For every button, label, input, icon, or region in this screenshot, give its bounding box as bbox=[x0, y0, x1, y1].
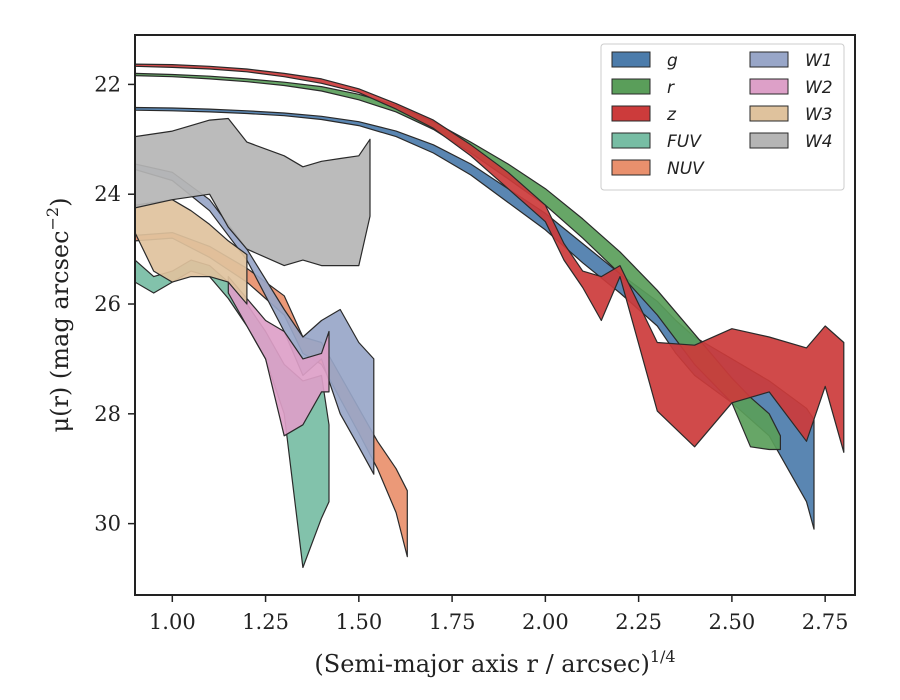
legend-swatch-z bbox=[611, 105, 651, 122]
legend-swatch-fuv bbox=[611, 132, 651, 149]
x-axis-label: (Semi-major axis r / arcsec)1/4 bbox=[314, 647, 675, 678]
y-tick-label: 26 bbox=[94, 292, 121, 316]
x-tick-label: 2.00 bbox=[522, 610, 569, 634]
y-tick-label: 28 bbox=[94, 402, 121, 426]
legend-label-w3: W3 bbox=[805, 105, 833, 125]
legend-swatch-w3 bbox=[749, 105, 789, 122]
legend-swatch-w4 bbox=[749, 132, 789, 149]
y-tick-label: 30 bbox=[94, 512, 121, 536]
x-tick-label: 1.75 bbox=[429, 610, 476, 634]
legend-label-w2: W2 bbox=[805, 78, 833, 98]
legend-swatch-w1 bbox=[749, 51, 789, 68]
x-tick-label: 1.50 bbox=[335, 610, 382, 634]
y-axis-label-tail: ) bbox=[46, 198, 74, 207]
legend-label-z: z bbox=[666, 105, 677, 125]
y-axis-label-superscript: −2 bbox=[43, 207, 62, 231]
x-tick-label: 1.00 bbox=[149, 610, 196, 634]
x-axis-label-superscript: 1/4 bbox=[650, 647, 676, 666]
band-layer bbox=[135, 63, 845, 569]
legend-swatch-g bbox=[611, 51, 651, 68]
legend-label-nuv: NUV bbox=[667, 159, 705, 179]
band-w4 bbox=[135, 117, 371, 267]
legend: grz FUV NUV W1 W2 W3 W4 bbox=[600, 43, 845, 191]
y-axis-label: μ(r) (mag arcsec−2) bbox=[43, 198, 74, 433]
legend-label-w4: W4 bbox=[805, 132, 833, 152]
y-tick-label: 22 bbox=[94, 72, 121, 96]
legend-swatch-w2 bbox=[749, 78, 789, 95]
band-w2 bbox=[227, 276, 330, 437]
x-tick-label: 2.25 bbox=[615, 610, 662, 634]
legend-swatch-r bbox=[611, 78, 651, 95]
x-tick-label: 2.75 bbox=[802, 610, 849, 634]
legend-swatch-nuv bbox=[611, 159, 651, 176]
band-z bbox=[135, 63, 845, 453]
legend-label-fuv: FUV bbox=[667, 132, 702, 152]
x-tick-label: 1.25 bbox=[242, 610, 289, 634]
tick-layer: 1.00 1.25 1.50 1.75 2.00 2.25 2.50 2.75 22 24 26 28… bbox=[94, 72, 848, 634]
legend-label-g: g bbox=[667, 51, 678, 71]
x-tick-label: 2.50 bbox=[709, 610, 756, 634]
legend-label-r: r bbox=[667, 78, 675, 98]
plot-frame bbox=[134, 34, 856, 596]
y-tick-label: 24 bbox=[94, 182, 121, 206]
band-w1 bbox=[135, 163, 375, 475]
band-g bbox=[135, 106, 815, 530]
band-w3 bbox=[135, 199, 248, 305]
legend-label-w1: W1 bbox=[805, 51, 833, 71]
